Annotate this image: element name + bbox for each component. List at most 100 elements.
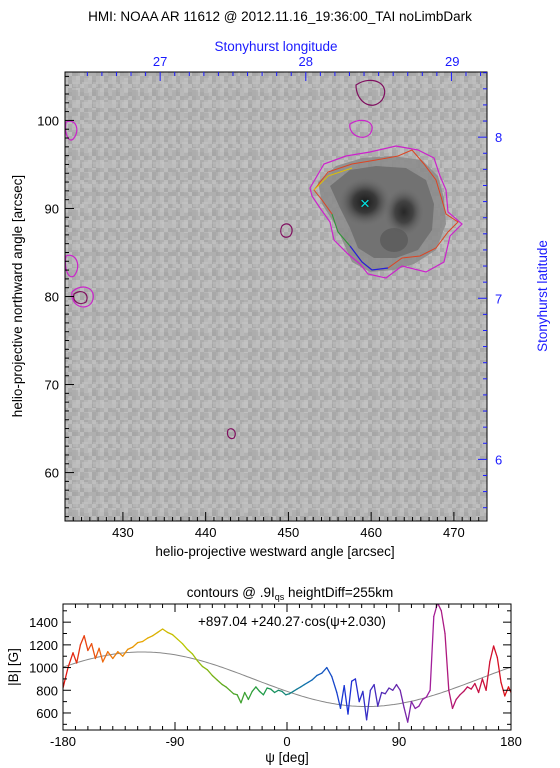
top-y-tick-label: 90 xyxy=(45,201,59,216)
series-segment xyxy=(244,691,250,701)
series-segment xyxy=(485,661,491,691)
series-segment xyxy=(166,631,174,636)
bottom-axis-ticks: -180 -90 0 90 180 600 800 1000 1200 1400 xyxy=(29,604,522,749)
top-y-tick-label: 100 xyxy=(37,113,59,128)
series-segment xyxy=(225,686,231,691)
series-segment xyxy=(307,679,313,683)
top-y-tick-label: 60 xyxy=(45,466,59,481)
series-segment xyxy=(112,651,119,660)
series-segment xyxy=(365,689,372,721)
series-segment xyxy=(492,645,498,659)
latitude-tick-label: 6 xyxy=(495,452,502,467)
bottom-chart-title: contours @ .9Iqs heightDiff=255km xyxy=(187,585,393,602)
series-segment xyxy=(156,628,164,634)
series-segment xyxy=(211,674,218,681)
series-segment xyxy=(407,700,413,723)
bottom-x-tick-label: 90 xyxy=(392,734,406,749)
series-segment xyxy=(206,669,213,677)
bottom-x-tick-label: 180 xyxy=(500,734,522,749)
series-segment xyxy=(429,615,435,691)
series-segment xyxy=(270,688,276,694)
top-x-tick-label: 440 xyxy=(195,525,217,540)
series-segment xyxy=(107,651,114,660)
bottom-plot-area xyxy=(63,604,511,723)
latitude-tick-label: 7 xyxy=(495,291,502,306)
series-segment xyxy=(384,687,390,695)
series-segment xyxy=(496,656,502,683)
series-segment xyxy=(410,700,416,710)
bottom-x-tick-label: 0 xyxy=(283,734,290,749)
series-segment xyxy=(339,685,345,710)
series-segment xyxy=(236,694,242,704)
series-segment xyxy=(281,690,287,696)
cosine-fit-curve xyxy=(63,651,511,707)
series-segment xyxy=(362,690,368,721)
series-segment xyxy=(433,604,438,618)
series-segment xyxy=(216,679,223,686)
series-segment xyxy=(300,683,306,688)
series-segment xyxy=(79,635,85,646)
series-segment xyxy=(87,643,93,652)
series-segment xyxy=(421,696,428,701)
top-y-tick-label: 80 xyxy=(45,290,59,305)
series-segment xyxy=(388,687,394,691)
top-y-axis-label: helio-projective northward angle [arcsec… xyxy=(10,175,25,417)
series-segment xyxy=(377,691,383,707)
series-segment xyxy=(399,689,405,708)
series-segment xyxy=(481,678,487,691)
series-segment xyxy=(191,653,199,662)
series-segment xyxy=(186,648,194,655)
series-segment xyxy=(418,698,424,707)
top-x-tick-label: 460 xyxy=(360,525,382,540)
series-segment xyxy=(288,690,294,695)
longitude-tick-label: 28 xyxy=(299,54,313,69)
series-segment xyxy=(466,686,472,690)
series-segment xyxy=(489,645,495,663)
series-segment xyxy=(258,690,265,696)
series-segment xyxy=(414,705,420,710)
longitude-tick-label: 27 xyxy=(153,54,167,69)
series-segment xyxy=(296,686,302,690)
series-segment xyxy=(240,691,246,704)
bottom-x-axis-label: ψ [deg] xyxy=(265,750,308,765)
stonyhurst-latitude-label: Stonyhurst latitude xyxy=(535,240,550,352)
series-segment xyxy=(500,681,506,697)
series-segment xyxy=(369,683,375,691)
series-segment xyxy=(127,646,134,651)
series-segment xyxy=(425,689,431,698)
series-segment xyxy=(229,689,235,695)
series-segment xyxy=(273,689,279,694)
series-segment xyxy=(326,666,333,678)
series-segment xyxy=(292,688,298,693)
top-axis-ticks: 430 440 450 460 470 60 70 80 90 100 27 28 29 6 7 8 xyxy=(37,54,502,540)
series-segment xyxy=(90,643,97,660)
series-segment xyxy=(451,698,457,710)
series-segment xyxy=(474,682,480,694)
bottom-y-tick-label: 1200 xyxy=(29,638,58,653)
series-segment xyxy=(201,665,209,671)
series-segment xyxy=(392,683,398,691)
sunspot-center-marker: × xyxy=(360,194,370,213)
bottom-y-tick-label: 600 xyxy=(36,706,58,721)
series-segment xyxy=(477,678,484,694)
magnetogram-image xyxy=(65,72,487,521)
series-segment xyxy=(63,666,69,689)
intensity-contours xyxy=(65,79,463,440)
series-segment xyxy=(448,689,454,710)
series-segment xyxy=(455,694,461,701)
series-segment xyxy=(67,652,74,669)
series-segment xyxy=(98,647,104,663)
series-segment xyxy=(331,675,338,694)
series-segment xyxy=(132,641,139,648)
longitude-tick-label: 29 xyxy=(445,54,459,69)
series-segment xyxy=(373,683,379,707)
series-segment xyxy=(251,686,257,693)
series-segment xyxy=(470,682,476,690)
series-segment xyxy=(221,683,227,688)
series-segment xyxy=(336,691,342,710)
series-segment xyxy=(247,690,253,701)
top-x-tick-label: 470 xyxy=(443,525,465,540)
bottom-y-tick-label: 800 xyxy=(36,683,58,698)
top-y-tick-label: 70 xyxy=(45,378,59,393)
